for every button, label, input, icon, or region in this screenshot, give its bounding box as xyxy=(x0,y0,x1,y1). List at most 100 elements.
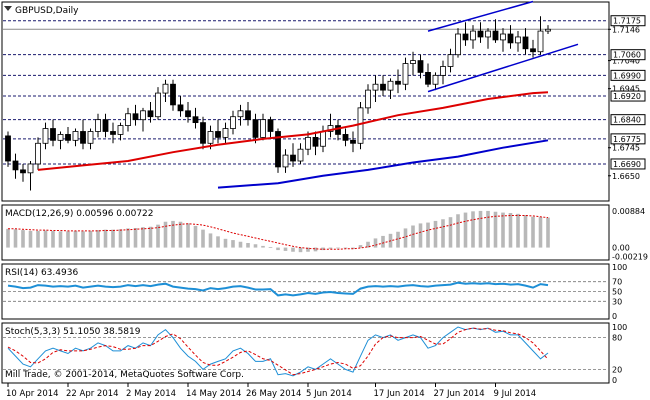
price-chart: 1.7146 1.7040 1.6945 1.6745 1.6650 1.7175 1.70… xyxy=(3,0,646,191)
candle xyxy=(170,79,176,111)
candle xyxy=(530,39,536,58)
candle-body xyxy=(425,72,431,85)
candle xyxy=(297,143,304,164)
macd-histogram-bar xyxy=(396,231,400,248)
candle xyxy=(470,25,476,49)
macd-tick-label: 0.00 xyxy=(612,244,630,253)
candle-body xyxy=(170,83,176,106)
macd-histogram-bar xyxy=(381,235,385,248)
price-tick-label: 1.7040 xyxy=(612,57,640,66)
candle-body xyxy=(267,119,274,132)
macd-histogram-bar xyxy=(276,247,280,251)
rsi-panel[interactable] xyxy=(1,263,610,320)
candle xyxy=(110,122,116,144)
price-level-box xyxy=(610,158,646,170)
candle xyxy=(267,116,274,138)
candle xyxy=(245,101,251,126)
candle-body xyxy=(372,83,379,91)
price-level-label: 1.7175 xyxy=(613,17,641,26)
macd-histogram-bar xyxy=(456,214,460,248)
price-level-box xyxy=(610,114,646,126)
candle-body xyxy=(42,128,49,144)
candle xyxy=(87,128,94,150)
macd-histogram-bar xyxy=(36,230,40,248)
time-axis: 10 Apr 2014 22 Apr 2014 2 May 2014 14 May 2… xyxy=(6,383,536,399)
channel-upper-line[interactable] xyxy=(427,0,534,32)
macd-histogram-bar xyxy=(186,223,190,248)
candle xyxy=(492,19,499,43)
candle xyxy=(455,28,461,58)
channel-lower-line[interactable] xyxy=(427,43,579,93)
macd-histogram-bar xyxy=(358,245,363,248)
candle xyxy=(72,128,79,147)
time-tick-label: 22 Apr 2014 xyxy=(66,389,119,399)
candle-body xyxy=(395,80,401,85)
candle-body xyxy=(245,110,251,121)
candle-body xyxy=(545,28,551,32)
macd-histogram-bar xyxy=(133,228,138,248)
macd-histogram-bar xyxy=(28,230,33,248)
macd-histogram-bar xyxy=(141,227,145,248)
triangle-down-icon[interactable] xyxy=(4,6,12,11)
candle xyxy=(282,149,289,173)
candle xyxy=(260,113,266,141)
macd-histogram-bar xyxy=(351,247,355,249)
macd-histogram-bar xyxy=(178,221,183,248)
candle-body xyxy=(357,107,364,144)
stoch-panel[interactable] xyxy=(1,322,610,384)
candle xyxy=(477,22,484,43)
macd-histogram-bar xyxy=(73,230,78,248)
macd-histogram-bar xyxy=(366,241,370,248)
ma-slow-line xyxy=(217,139,549,189)
price-level-box xyxy=(610,49,646,61)
candle xyxy=(485,28,491,49)
macd-histogram-bar xyxy=(411,225,415,248)
copyright-text: Mill Trade, © 2001-2014, MetaQuotes Soft… xyxy=(5,370,244,380)
macd-histogram-bar xyxy=(546,217,550,248)
candle-body xyxy=(200,122,206,144)
candle xyxy=(417,54,424,79)
candle xyxy=(357,101,364,150)
candle xyxy=(380,75,386,97)
macd-histogram-bar xyxy=(328,247,333,249)
macd-histogram-bar xyxy=(96,230,100,248)
macd-histogram-bar xyxy=(103,229,108,248)
macd-histogram-bar xyxy=(268,247,273,248)
macd-histogram-bar xyxy=(246,243,250,248)
macd-histogram-bar xyxy=(81,231,85,248)
price-panel[interactable] xyxy=(1,1,610,202)
macd-panel[interactable] xyxy=(1,204,610,261)
macd-histogram-bar xyxy=(523,215,528,248)
candle xyxy=(312,131,319,156)
candle-body xyxy=(20,169,26,174)
candle-body xyxy=(65,134,71,141)
macd-signal-line xyxy=(8,215,549,250)
candle xyxy=(462,22,469,46)
time-tick-label: 26 May 2014 xyxy=(246,389,301,399)
candle-body xyxy=(27,163,34,174)
candle-body xyxy=(492,30,499,41)
candle xyxy=(290,143,296,167)
macd-histogram-bar xyxy=(223,238,228,248)
candle xyxy=(350,131,356,153)
candle-body xyxy=(72,131,79,141)
macd-histogram-bar xyxy=(163,221,168,248)
macd-tick-label: -0.00219 xyxy=(612,253,648,262)
macd-histogram-bar xyxy=(66,231,70,248)
candle-body xyxy=(275,131,281,168)
candle xyxy=(27,161,34,191)
candle xyxy=(42,122,49,150)
candle-body xyxy=(335,125,341,135)
price-level-label: 1.6840 xyxy=(613,116,641,125)
price-level-box xyxy=(610,15,646,27)
macd-histogram-bar xyxy=(21,230,25,248)
candle-body xyxy=(87,131,94,144)
macd-histogram-bar xyxy=(126,228,130,248)
candle-body xyxy=(222,128,229,138)
stoch-main-line xyxy=(7,326,549,377)
candle xyxy=(440,60,446,85)
candle-body xyxy=(80,131,86,144)
candle-body xyxy=(215,131,221,138)
